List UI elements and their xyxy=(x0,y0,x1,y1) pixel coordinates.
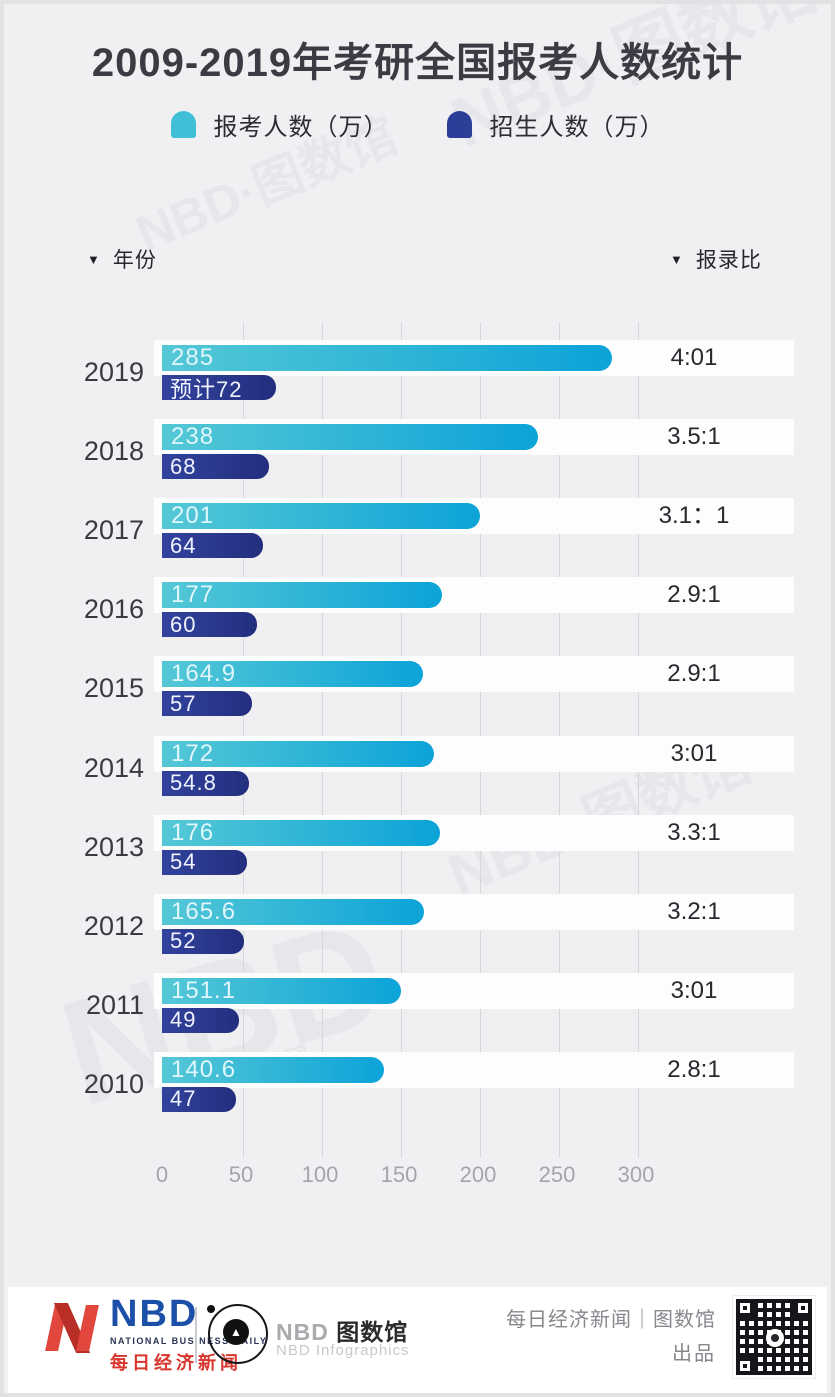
watermark-text: NBD·图数馆 xyxy=(439,728,760,909)
x-axis-tick-label: 0 xyxy=(155,1162,169,1187)
column-header-year: ▼ 年份 xyxy=(87,244,157,274)
year-label: 2019 xyxy=(83,357,144,387)
ratio-value: 3.2:1 xyxy=(667,897,721,925)
applicants-value-label: 238 xyxy=(171,423,215,451)
orbit-dot-icon xyxy=(207,1305,215,1313)
admissions-value-label: 54.8 xyxy=(170,770,217,795)
brand-subtitle: NATIONAL BUSINESS DAILY xyxy=(110,1336,268,1346)
row-highlight-stripe xyxy=(154,498,794,535)
applicants-value-label: 164.9 xyxy=(171,660,237,688)
ratio-value: 2.9:1 xyxy=(667,660,721,688)
sort-triangle-icon: ▼ xyxy=(670,251,683,267)
column-header-year-label: 年份 xyxy=(112,249,157,272)
admissions-bar: 68 xyxy=(162,453,270,480)
ratio-value: 2.9:1 xyxy=(667,581,721,609)
legend-swatch-icon xyxy=(170,111,196,138)
year-label: 2017 xyxy=(83,515,144,546)
admissions-value-label: 64 xyxy=(170,532,197,558)
page-title: 2009-2019年考研全国报考人数统计 xyxy=(91,41,744,85)
brand-block: NBD NATIONAL BUSINESS DAILY 每日经济新闻 xyxy=(110,1295,267,1375)
admissions-bar: 预计72 xyxy=(162,375,276,402)
row-highlight-stripe xyxy=(154,340,794,376)
x-axis-tick-label: 300 xyxy=(617,1162,655,1187)
chart-legend: 报考人数（万） 招生人数（万） xyxy=(4,107,831,142)
applicants-value-label: 172 xyxy=(171,739,215,767)
applicants-value-label: 285 xyxy=(171,344,215,371)
year-label: 2018 xyxy=(83,436,144,467)
ratio-value: 3.5:1 xyxy=(667,423,721,451)
applicants-value-label: 176 xyxy=(171,818,215,846)
rocket-icon: ▲ xyxy=(223,1319,249,1345)
gridline xyxy=(559,322,560,1158)
ratio-value: 2.8:1 xyxy=(667,1055,721,1083)
applicants-bar: 177 xyxy=(162,581,442,609)
credit-produced-by: 出品 xyxy=(672,1343,716,1365)
studio-subtitle: NBD Infographics xyxy=(276,1342,410,1359)
qr-finder-icon xyxy=(736,1299,754,1317)
row-highlight-stripe xyxy=(154,656,794,693)
applicants-bar: 238 xyxy=(162,423,539,451)
year-label: 2016 xyxy=(83,594,144,625)
applicants-value-label: 177 xyxy=(171,581,215,609)
year-label: 2013 xyxy=(83,831,144,862)
qr-finder-icon xyxy=(736,1357,754,1375)
legend-label: 招生人数（万） xyxy=(489,114,665,141)
credit-line: 每日经济新闻｜图数馆 xyxy=(506,1309,716,1331)
studio-title: NBD 图数馆 xyxy=(276,1313,408,1347)
admissions-bar: 64 xyxy=(162,532,264,559)
brand-chinese-name: 每日经济新闻 xyxy=(110,1353,242,1373)
year-label: 2015 xyxy=(83,673,144,704)
admissions-value-label: 60 xyxy=(170,611,197,637)
admissions-bar: 60 xyxy=(162,611,257,638)
qr-center-logo xyxy=(766,1329,784,1347)
admissions-bar: 54 xyxy=(162,849,248,875)
studio-name: 图数馆 xyxy=(336,1319,409,1345)
row-highlight-stripe xyxy=(154,419,794,456)
ratio-value: 3:01 xyxy=(670,976,718,1004)
legend-swatch-icon xyxy=(446,111,472,138)
admissions-value-label: 68 xyxy=(170,453,197,479)
applicants-bar: 176 xyxy=(162,818,441,846)
qr-code xyxy=(732,1295,816,1379)
ratio-value: 4:01 xyxy=(670,344,718,371)
applicants-bar: 172 xyxy=(162,739,434,767)
row-highlight-stripe xyxy=(154,577,794,614)
ratio-value: 3.1：1 xyxy=(658,502,730,530)
footer: NBD NATIONAL BUSINESS DAILY 每日经济新闻 ▲ NBD… xyxy=(8,1287,827,1393)
x-axis-tick-label: 50 xyxy=(228,1162,254,1187)
x-axis-tick-label: 150 xyxy=(380,1162,418,1187)
admissions-bar: 54.8 xyxy=(162,770,249,796)
x-axis-tick-label: 200 xyxy=(459,1162,497,1187)
studio-prefix: NBD xyxy=(276,1319,329,1345)
legend-label: 报考人数（万） xyxy=(213,114,389,141)
footer-divider xyxy=(195,1307,197,1363)
admissions-value-label: 54 xyxy=(170,849,197,875)
x-axis-tick-label: 250 xyxy=(538,1162,576,1187)
legend-item: 招生人数（万） xyxy=(446,107,665,142)
admissions-bar: 57 xyxy=(162,690,253,717)
qr-finder-icon xyxy=(794,1299,812,1317)
nbd-logo-icon xyxy=(45,1303,99,1353)
applicants-bar: 285 xyxy=(162,344,613,371)
year-label: 2012 xyxy=(83,910,144,941)
gridline xyxy=(638,322,639,1158)
gridline xyxy=(480,322,481,1158)
legend-item: 报考人数（万） xyxy=(170,107,389,142)
sort-triangle-icon: ▼ xyxy=(87,251,100,267)
column-header-ratio: ▼ 报录比 xyxy=(670,244,762,274)
applicants-bar: 164.9 xyxy=(162,660,423,688)
orbit-logo-icon: ▲ xyxy=(207,1304,268,1364)
gridline xyxy=(401,322,402,1158)
admissions-value-label: 57 xyxy=(170,690,197,716)
applicants-value-label: 201 xyxy=(171,502,215,530)
page-bottom-edge xyxy=(4,1393,831,1397)
brand-nbd-text: NBD xyxy=(110,1293,199,1335)
watermark-text: NBD xyxy=(44,886,404,1138)
admissions-value-label: 预计72 xyxy=(170,376,243,402)
x-axis-tick-label: 100 xyxy=(301,1162,339,1187)
column-header-ratio-label: 报录比 xyxy=(695,249,762,272)
year-label: 2014 xyxy=(83,752,144,783)
applicants-bar: 201 xyxy=(162,502,480,530)
